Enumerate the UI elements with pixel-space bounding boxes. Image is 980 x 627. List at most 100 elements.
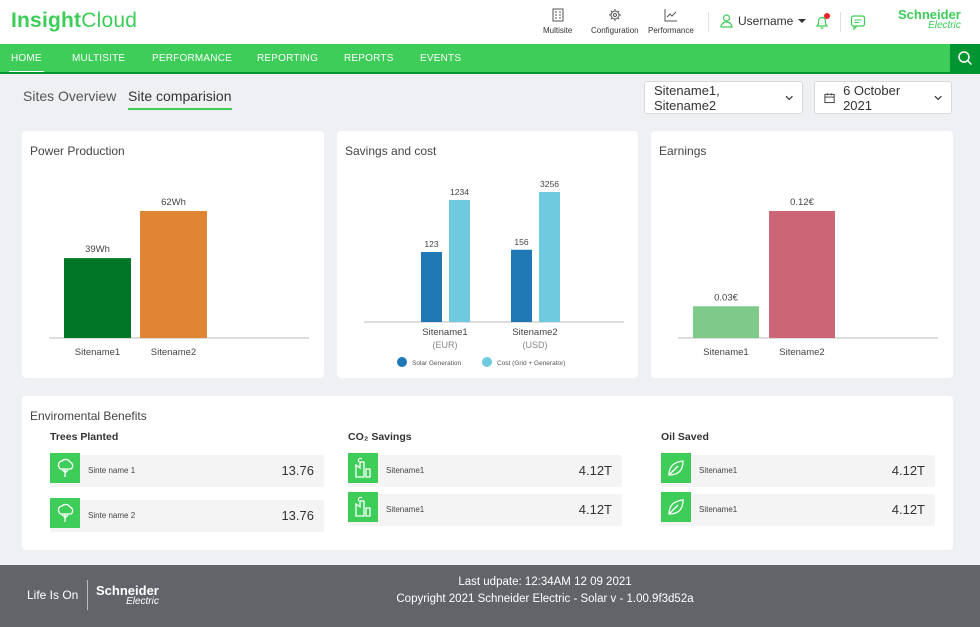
- notifications-button[interactable]: [814, 13, 830, 30]
- chart-title: Earnings: [659, 144, 707, 158]
- legend-marker: [397, 357, 407, 367]
- footer: Life Is On Schneider Electric Last udpat…: [0, 565, 980, 627]
- tick-unit-label: (EUR): [433, 340, 458, 350]
- tick-label: Sitename2: [779, 347, 824, 358]
- env-row-label: Sitename1: [386, 466, 425, 475]
- schneider-logo: Schneider Electric: [898, 7, 961, 31]
- leaf-icon: [661, 492, 691, 522]
- legend-label: Solar Generation: [412, 360, 462, 367]
- list-item: Sitename1 4.12T: [661, 492, 935, 526]
- chart-title: Savings and cost: [345, 144, 437, 158]
- user-menu[interactable]: Username: [720, 14, 807, 28]
- footer-schneider-logo: Schneider Electric: [96, 583, 159, 607]
- header-divider: [840, 12, 841, 32]
- chevron-down-icon: [785, 95, 793, 100]
- sites-select[interactable]: Sitename1, Sitename2: [644, 81, 803, 114]
- env-row-label: Sitename1: [699, 505, 738, 514]
- bar: [449, 199, 470, 322]
- data-label: 1234: [450, 187, 469, 197]
- earnings-card: Earnings 0.03€ Sitename1 0.12€ Sitename2: [651, 131, 953, 378]
- top-header: InsightCloud Multisite Configuration Per…: [0, 0, 980, 44]
- notification-dot: [824, 13, 830, 19]
- env-row-label: Sitename1: [699, 466, 738, 475]
- bar: [539, 192, 560, 322]
- bar: [64, 258, 131, 338]
- data-label: 39Wh: [85, 244, 110, 255]
- env-col-title: Oil Saved: [661, 431, 709, 443]
- header-performance-label: Performance: [648, 26, 694, 35]
- tree-icon: [50, 498, 80, 528]
- factory-icon: [348, 492, 378, 522]
- list-item: Sinte name 1 13.76: [50, 453, 324, 487]
- env-col-title: Trees Planted: [50, 431, 119, 443]
- bar: [140, 211, 207, 338]
- header-performance[interactable]: Performance: [648, 8, 694, 35]
- env-row-value: 4.12T: [578, 502, 612, 517]
- data-label: 156: [514, 237, 528, 247]
- list-item: Sitename1 4.12T: [661, 453, 935, 487]
- bar: [693, 306, 759, 338]
- footer-divider: [87, 580, 88, 610]
- date-picker[interactable]: 6 October 2021: [814, 81, 952, 114]
- tick-label: Sitename1: [75, 347, 120, 358]
- header-configuration-label: Configuration: [591, 26, 639, 35]
- copyright-text: Copyright 2021 Schneider Electric - Sola…: [396, 593, 694, 605]
- env-row-value: 4.12T: [891, 502, 925, 517]
- bell-icon: [815, 16, 829, 29]
- power-production-card: Power Production 39Wh Sitename1 62Wh Sitena…: [22, 131, 324, 378]
- brand-sub: Electric: [928, 20, 961, 31]
- env-row-value: 4.12T: [578, 463, 612, 478]
- list-item: Sitename1 4.12T: [348, 492, 622, 526]
- legend-label: Cost (Grid + Generator): [497, 360, 565, 367]
- life-is-on-tagline: Life Is On: [27, 588, 79, 602]
- nav-reporting[interactable]: REPORTING: [257, 53, 319, 64]
- factory-icon: [348, 453, 378, 483]
- env-title: Enviromental Benefits: [30, 409, 147, 423]
- footer-info: Last udpate: 12:34AM 12 09 2021 Copyrigh…: [330, 574, 760, 608]
- tab-sites-overview[interactable]: Sites Overview: [23, 88, 117, 104]
- tick-label: Sitename2: [512, 327, 557, 338]
- data-label: 0.12€: [790, 197, 814, 208]
- footer-brand-sub: Electric: [126, 596, 159, 607]
- nav-multisite[interactable]: MULTISITE: [72, 53, 126, 64]
- header-multisite[interactable]: Multisite: [543, 8, 572, 35]
- search-icon: [958, 51, 973, 66]
- nav-performance[interactable]: PERFORMANCE: [152, 53, 232, 64]
- main-nav: HOME MULTISITE PERFORMANCE REPORTING REP…: [0, 44, 980, 74]
- app-logo[interactable]: InsightCloud: [11, 9, 138, 32]
- data-label: 0.03€: [714, 292, 738, 303]
- nav-underline: [0, 72, 980, 74]
- search-button[interactable]: [950, 44, 980, 74]
- footer-brand-main: Schneider: [96, 583, 159, 598]
- header-configuration[interactable]: Configuration: [591, 8, 639, 35]
- chat-button[interactable]: [850, 14, 866, 31]
- env-row-label: Sinte name 2: [88, 511, 136, 520]
- calendar-icon: [824, 92, 835, 103]
- header-multisite-label: Multisite: [543, 26, 573, 35]
- savings-cost-card: Savings and cost 123 156 1234 3256 Sitename1…: [337, 131, 638, 378]
- data-label: 3256: [540, 179, 559, 189]
- tick-label: Sitename1: [703, 347, 748, 358]
- nav-events[interactable]: EVENTS: [420, 53, 462, 64]
- nav-reports[interactable]: REPORTS: [344, 53, 394, 64]
- bar: [511, 249, 532, 322]
- brand-main: Schneider: [898, 7, 961, 22]
- header-divider: [708, 12, 709, 32]
- line-chart-icon: [664, 9, 677, 22]
- tick-label: Sitename1: [422, 327, 467, 338]
- chevron-down-icon: [934, 95, 942, 100]
- bar: [769, 211, 835, 338]
- env-row-value: 13.76: [281, 508, 314, 523]
- savings-cost-chart: 123 156 1234 3256 Sitename1 (EUR) Sitename2 (US…: [364, 179, 624, 367]
- power-production-chart: 39Wh Sitename1 62Wh Sitename2: [49, 197, 309, 358]
- date-picker-value: 6 October 2021: [843, 82, 901, 113]
- list-item: Sitename1 4.12T: [348, 453, 622, 487]
- nav-home[interactable]: HOME: [9, 53, 44, 74]
- tab-site-comparison[interactable]: Site comparision: [128, 88, 232, 110]
- tick-label: Sitename2: [151, 347, 196, 358]
- earnings-chart: 0.03€ Sitename1 0.12€ Sitename2: [678, 197, 938, 358]
- sites-select-value: Sitename1, Sitename2: [654, 82, 720, 113]
- env-row-label: Sitename1: [386, 505, 425, 514]
- data-label: 62Wh: [161, 197, 186, 208]
- env-row-label: Sinte name 1: [88, 466, 136, 475]
